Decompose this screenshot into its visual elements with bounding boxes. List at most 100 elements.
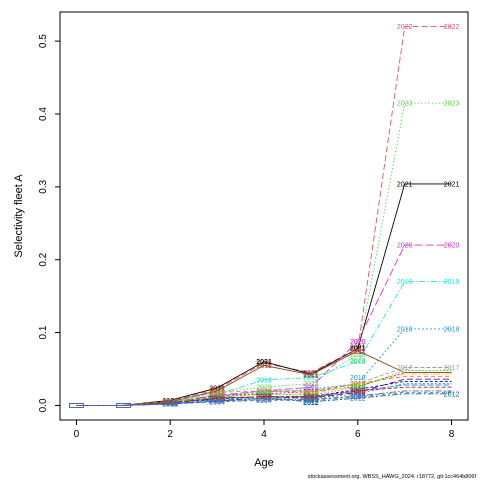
point-label-2020-age3: 2020 <box>209 393 225 400</box>
point-label-2021-age3: 2021 <box>209 385 225 392</box>
point-label-2009-age4: 2009 <box>256 391 272 398</box>
point-label-2013-age4: 2013 <box>256 396 272 403</box>
point-label-2008-age2: 2008 <box>162 401 178 408</box>
point-label-2011-age5: 2011 <box>303 372 318 379</box>
series-line-2016 <box>76 372 452 406</box>
end-label-2021: 2021 <box>444 181 460 188</box>
point-label-2007-age6: 2007 <box>350 391 366 398</box>
point-label-2022-age6: 2022 <box>350 349 366 356</box>
point-label-2008-age5: 2008 <box>303 396 319 403</box>
point-label-2023-age7: 2023 <box>397 101 413 108</box>
point-label-2016-age6: 2016 <box>350 384 366 391</box>
point-label-2007-age4: 2007 <box>256 396 272 403</box>
point-label-2019-age6: 2019 <box>350 359 366 366</box>
point-label-2022-age6: 2022 <box>350 346 366 353</box>
point-label-2004-age4: 2004 <box>256 398 272 405</box>
point-label-2019-age4: 2019 <box>256 377 272 384</box>
point-label-2011-age6: 2011 <box>350 348 365 355</box>
point-label-2012-age2: 2012 <box>162 402 178 409</box>
series-line-2007 <box>76 383 452 406</box>
point-label-2023-age4: 2023 <box>256 385 272 392</box>
point-label-2010-age4: 2010 <box>256 388 272 395</box>
point-label-2022-age7: 2022 <box>397 24 413 31</box>
point-label-2011-age4: 2011 <box>256 363 271 370</box>
point-label-2021-age6: 2021 <box>350 345 366 352</box>
point-label-2016-age5: 2016 <box>303 389 319 396</box>
point-label-2016-age3: 2016 <box>209 393 225 400</box>
point-label-2019-age7: 2019 <box>397 279 413 286</box>
end-label-2022: 2022 <box>444 24 460 31</box>
point-label-2008-age6: 2008 <box>350 390 366 397</box>
point-label-2018-age7: 2018 <box>397 326 413 333</box>
point-label-2012-age5: 2012 <box>303 400 319 407</box>
y-tick-label-0: 0.0 <box>38 398 49 412</box>
point-label-2006-age2: 2006 <box>162 400 178 407</box>
point-label-2023-age6: 2023 <box>350 358 366 365</box>
end-label-2019: 2019 <box>444 279 460 286</box>
point-label-2008-age4: 2008 <box>256 394 272 401</box>
point-label-2004-age6: 2004 <box>350 394 366 401</box>
year-marker-2004-age0 <box>69 403 84 408</box>
point-label-2006-age3: 2006 <box>209 396 225 403</box>
y-tick-label-0.5: 0.5 <box>38 34 49 48</box>
point-label-2014-age6: 2014 <box>350 387 366 394</box>
point-label-2010-age6: 2010 <box>350 381 366 388</box>
y-tick-label-0.2: 0.2 <box>38 252 49 266</box>
point-label-2019-age4: 2019 <box>256 377 272 384</box>
point-label-2022-age4: 2022 <box>256 361 272 368</box>
series-line-2009 <box>76 370 452 406</box>
series-line-2006 <box>76 386 452 406</box>
point-label-2020-age7: 2020 <box>397 243 413 250</box>
end-label-2020: 2020 <box>444 243 460 250</box>
x-tick-label-0: 0 <box>74 429 80 440</box>
x-tick-label-4: 4 <box>261 429 267 440</box>
point-label-2015-age4: 2015 <box>256 392 272 399</box>
point-label-2022-age5: 2022 <box>303 370 319 377</box>
point-label-2014-age2: 2014 <box>162 402 178 409</box>
point-label-2012-age5: 2012 <box>303 399 319 406</box>
series-line-2021 <box>76 183 452 406</box>
point-label-2023-age6: 2023 <box>350 352 366 359</box>
point-label-2006-age5: 2006 <box>303 394 319 401</box>
footer-text: stockassessment.org, WBSS_HAWG_2024, r18… <box>308 474 477 480</box>
series-line-2018 <box>76 328 452 406</box>
point-label-2017-age7: 2017 <box>397 365 413 372</box>
point-label-2021-age4: 2021 <box>256 359 272 366</box>
point-label-2009-age6: 2009 <box>350 385 366 392</box>
point-label-2021-age6: 2021 <box>350 346 366 353</box>
point-label-2005-age2: 2005 <box>162 402 178 409</box>
point-label-2015-age6: 2015 <box>350 383 366 390</box>
series-line-2012 <box>76 393 452 406</box>
y-tick-label-0.4: 0.4 <box>38 107 49 121</box>
point-label-2018-age5: 2018 <box>303 387 319 394</box>
x-axis-title: Age <box>254 457 274 469</box>
point-label-2023-age5: 2023 <box>303 381 319 388</box>
end-label-2012: 2012 <box>444 391 460 398</box>
point-label-2009-age5: 2009 <box>303 393 319 400</box>
series-line-2022 <box>76 26 452 406</box>
x-tick-label-2: 2 <box>167 429 173 440</box>
end-label-2023: 2023 <box>444 101 460 108</box>
point-label-2008-age3: 2008 <box>209 396 225 403</box>
point-label-2020-age6: 2020 <box>350 339 366 346</box>
y-tick-label-0.1: 0.1 <box>38 325 49 339</box>
point-label-2017-age4: 2017 <box>256 388 272 395</box>
label-layer: 2021202220192020202120222023201820172012… <box>256 24 459 407</box>
point-label-2023-age3: 2023 <box>209 390 225 397</box>
end-label-2018: 2018 <box>444 326 460 333</box>
point-label-2010-age5: 2010 <box>303 390 319 397</box>
x-tick-label-6: 6 <box>355 429 361 440</box>
end-label-2017: 2017 <box>444 365 460 372</box>
point-label-2020-age6: 2020 <box>350 339 366 346</box>
point-label-2020-age5: 2020 <box>303 385 319 392</box>
y-tick-label-0.3: 0.3 <box>38 179 49 193</box>
year-marker-2004-age1 <box>116 403 131 408</box>
point-label-2012-age4: 2012 <box>256 396 272 403</box>
point-label-2018-age4: 2018 <box>256 390 272 397</box>
point-label-2006-age4: 2006 <box>256 394 272 401</box>
point-label-2012-age6: 2012 <box>350 396 366 403</box>
x-tick-label-8: 8 <box>449 429 455 440</box>
point-label-2006-age6: 2006 <box>350 388 366 395</box>
